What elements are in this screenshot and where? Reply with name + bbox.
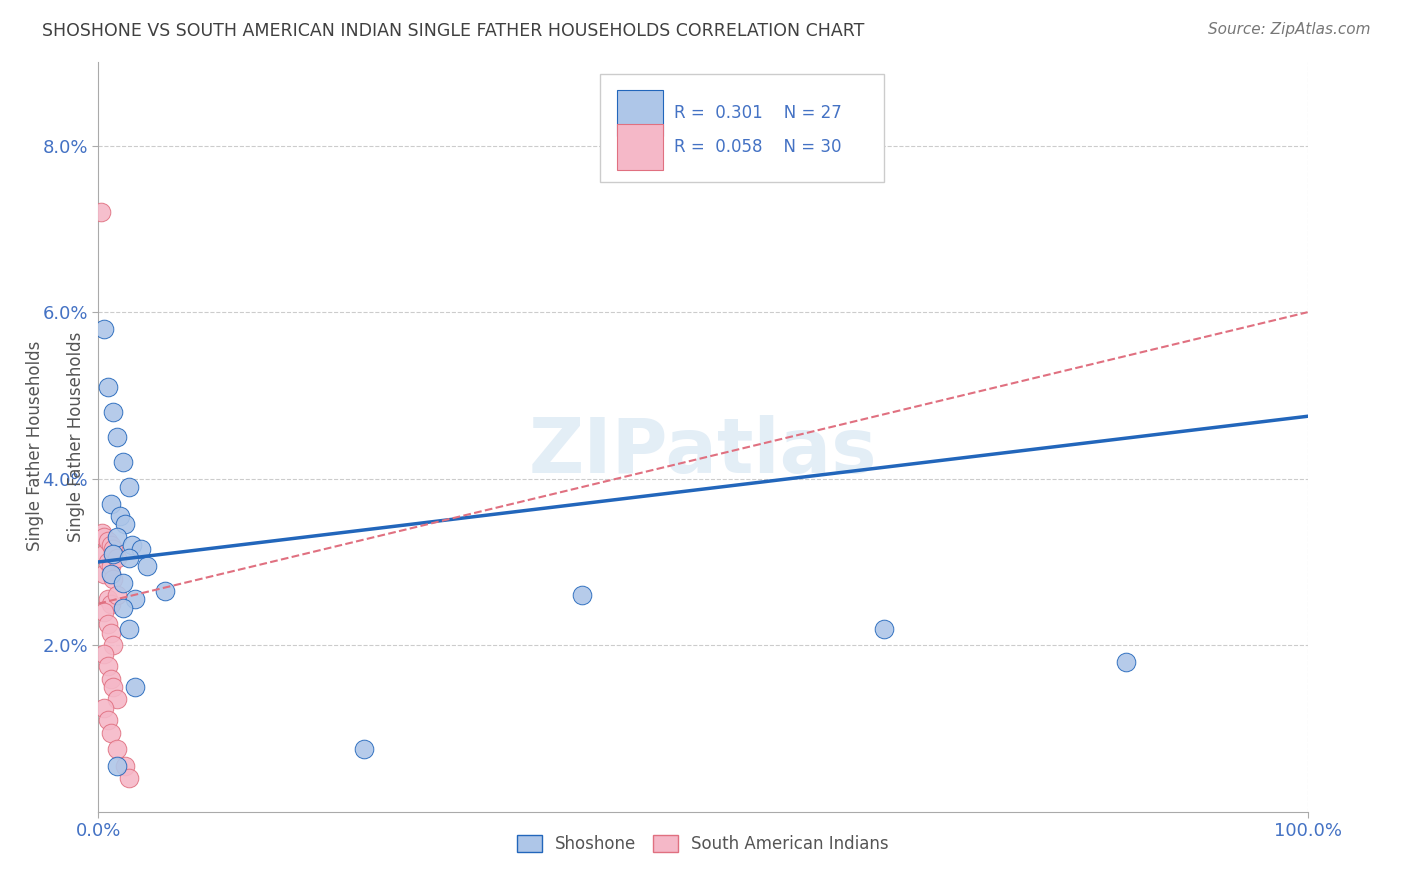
Point <box>93 322 115 336</box>
Text: ZIPatlas: ZIPatlas <box>529 415 877 489</box>
Point <box>118 480 141 494</box>
Point <box>97 380 120 394</box>
Point <box>100 625 122 640</box>
Point <box>105 430 128 444</box>
Point <box>118 772 141 786</box>
Point <box>105 530 128 544</box>
Point <box>101 638 124 652</box>
Point <box>108 509 131 524</box>
Point <box>153 584 176 599</box>
Point <box>114 759 136 773</box>
Point <box>111 600 134 615</box>
FancyBboxPatch shape <box>600 74 884 182</box>
Text: R =  0.301    N = 27: R = 0.301 N = 27 <box>673 104 842 122</box>
Point <box>353 742 375 756</box>
Point <box>105 692 128 706</box>
Point <box>93 647 115 661</box>
Point <box>118 622 141 636</box>
Point <box>114 517 136 532</box>
Point <box>100 567 122 582</box>
Point <box>101 547 124 561</box>
Point <box>129 542 152 557</box>
Point <box>124 592 146 607</box>
Point <box>100 672 122 686</box>
Point <box>105 742 128 756</box>
Point <box>100 597 122 611</box>
Text: Source: ZipAtlas.com: Source: ZipAtlas.com <box>1208 22 1371 37</box>
FancyBboxPatch shape <box>617 124 664 169</box>
Point <box>93 605 115 619</box>
Point <box>135 559 157 574</box>
Point <box>93 530 115 544</box>
Point <box>93 547 115 561</box>
Point <box>105 550 128 565</box>
Point <box>93 567 115 582</box>
Point <box>118 550 141 565</box>
Point <box>101 405 124 419</box>
Point <box>124 680 146 694</box>
Point <box>101 572 124 586</box>
Point <box>105 759 128 773</box>
Point <box>111 575 134 590</box>
Point <box>571 588 593 602</box>
Point <box>93 700 115 714</box>
Point <box>105 588 128 602</box>
FancyBboxPatch shape <box>617 90 664 136</box>
Point <box>100 497 122 511</box>
Point <box>873 622 896 636</box>
Point <box>101 542 124 557</box>
Point <box>97 713 120 727</box>
Point <box>100 725 122 739</box>
Point <box>100 559 122 574</box>
Text: Single Father Households: Single Father Households <box>27 341 44 551</box>
Point <box>121 538 143 552</box>
Point <box>91 525 114 540</box>
Point <box>90 205 112 219</box>
Point <box>97 555 120 569</box>
Text: R =  0.058    N = 30: R = 0.058 N = 30 <box>673 137 841 156</box>
Point <box>97 592 120 607</box>
Point <box>100 538 122 552</box>
Point <box>97 659 120 673</box>
Y-axis label: Single Father Households: Single Father Households <box>66 332 84 542</box>
Point <box>111 455 134 469</box>
Point <box>1115 655 1137 669</box>
Point <box>101 680 124 694</box>
Legend: Shoshone, South American Indians: Shoshone, South American Indians <box>510 828 896 860</box>
Text: SHOSHONE VS SOUTH AMERICAN INDIAN SINGLE FATHER HOUSEHOLDS CORRELATION CHART: SHOSHONE VS SOUTH AMERICAN INDIAN SINGLE… <box>42 22 865 40</box>
Point <box>97 617 120 632</box>
Point <box>97 534 120 549</box>
